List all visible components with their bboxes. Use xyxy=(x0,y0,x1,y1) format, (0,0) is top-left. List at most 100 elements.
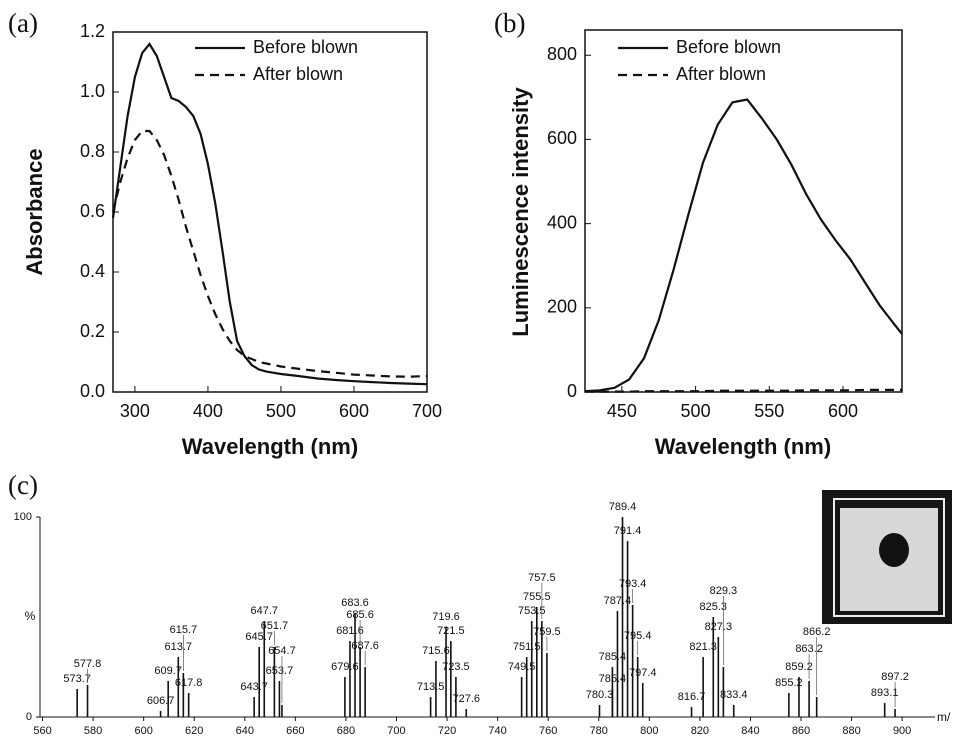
peak-label: 759.5 xyxy=(533,626,561,638)
series-line xyxy=(584,98,903,393)
peak-label: 679.6 xyxy=(331,661,359,673)
x-tick-label: 500 xyxy=(681,401,711,421)
peak-label: 825.3 xyxy=(700,601,728,613)
peak-label: 683.6 xyxy=(341,597,369,609)
series-line xyxy=(585,388,902,393)
peak-label: 793.4 xyxy=(619,578,647,590)
y-tick-label: 0.6 xyxy=(80,201,105,221)
panel-label: (c) xyxy=(8,470,38,500)
y-axis-label: Absorbance xyxy=(22,148,47,275)
plot-frame xyxy=(584,29,903,393)
x-tick-label: 600 xyxy=(339,401,369,421)
peak-label: 787.4 xyxy=(604,595,632,607)
x-axis-label: Wavelength (nm) xyxy=(655,434,831,459)
y-tick-label: 0.4 xyxy=(80,261,105,281)
legend-label: After blown xyxy=(253,64,343,84)
y-tick-label: 600 xyxy=(547,128,577,148)
y-tick-label: 1.0 xyxy=(80,81,105,101)
peak-label: 651.7 xyxy=(261,620,289,632)
peak-label: 855.2 xyxy=(775,677,803,689)
peak-label: 681.6 xyxy=(336,625,364,637)
peak-label: 749.5 xyxy=(508,661,536,673)
x-tick-label: 600 xyxy=(134,725,152,737)
peak-label: 685.6 xyxy=(346,609,374,621)
peak-label: 647.7 xyxy=(250,605,278,617)
panel-label: (a) xyxy=(8,8,38,38)
x-tick-label: 620 xyxy=(185,725,203,737)
peak-label: 797.4 xyxy=(629,667,657,679)
x-tick-label: 780 xyxy=(590,725,608,737)
peak-label: 654.7 xyxy=(268,645,296,657)
peak-label: 897.2 xyxy=(881,671,909,683)
x-tick-label: 740 xyxy=(488,725,506,737)
legend-label: Before blown xyxy=(253,37,358,57)
peak-label: 829.3 xyxy=(710,585,738,597)
legend-label: After blown xyxy=(676,64,766,84)
x-axis-label: m/ xyxy=(937,710,951,724)
peak-label: 833.4 xyxy=(720,689,748,701)
x-tick-label: 450 xyxy=(607,401,637,421)
peak-label: 753.5 xyxy=(518,605,546,617)
x-tick-label: 600 xyxy=(828,401,858,421)
x-axis-label: Wavelength (nm) xyxy=(182,434,358,459)
y-tick-label: 800 xyxy=(547,44,577,64)
peak-label: 863.2 xyxy=(795,643,823,655)
y-tick-label: 0.0 xyxy=(80,381,105,401)
x-tick-label: 880 xyxy=(842,725,860,737)
x-tick-label: 860 xyxy=(792,725,810,737)
peak-label: 606.7 xyxy=(147,695,175,707)
x-tick-label: 640 xyxy=(236,725,254,737)
plot-frame xyxy=(112,31,428,393)
x-tick-label: 300 xyxy=(120,401,150,421)
peak-label: 866.2 xyxy=(803,626,831,638)
y-tick-label: 0.2 xyxy=(80,321,105,341)
y-tick-label: 200 xyxy=(547,297,577,317)
peak-label: 713.5 xyxy=(417,681,445,693)
x-tick-label: 900 xyxy=(893,725,911,737)
series-line xyxy=(111,42,428,386)
peak-label: 751.5 xyxy=(513,641,541,653)
y-tick-label: 1.2 xyxy=(80,21,105,41)
x-tick-label: 700 xyxy=(387,725,405,737)
peak-label: 821.3 xyxy=(689,641,717,653)
peak-label: 727.6 xyxy=(452,693,480,705)
peak-label: 893.1 xyxy=(871,687,899,699)
peak-label: 615.7 xyxy=(170,624,198,636)
x-tick-label: 820 xyxy=(691,725,709,737)
peak-label: 573.7 xyxy=(63,673,91,685)
x-tick-label: 700 xyxy=(412,401,442,421)
x-tick-label: 550 xyxy=(754,401,784,421)
x-tick-label: 580 xyxy=(84,725,102,737)
panel-label: (b) xyxy=(494,8,525,38)
peak-label: 719.6 xyxy=(432,611,460,623)
y-tick-label: 400 xyxy=(547,212,577,232)
photo-frame xyxy=(833,498,945,617)
peak-label: 757.5 xyxy=(528,572,556,584)
peak-label: 859.2 xyxy=(785,661,813,673)
peak-label: 795.4 xyxy=(624,630,652,642)
inset-photo xyxy=(822,490,952,624)
peak-label: 721.5 xyxy=(437,625,465,637)
legend-label: Before blown xyxy=(676,37,781,57)
x-tick-label: 720 xyxy=(438,725,456,737)
photo-spot xyxy=(879,533,909,567)
x-tick-label: 500 xyxy=(266,401,296,421)
peak-label: 715.6 xyxy=(422,645,450,657)
peak-label: 617.8 xyxy=(175,677,203,689)
peak-label: 577.8 xyxy=(74,658,102,670)
y-tick-label: 0 xyxy=(26,711,32,723)
y-axis-label: Luminescence intensity xyxy=(508,87,533,337)
peak-label: 687.6 xyxy=(351,640,379,652)
x-tick-label: 840 xyxy=(741,725,759,737)
peak-label: 653.7 xyxy=(266,665,294,677)
x-tick-label: 400 xyxy=(193,401,223,421)
peak-label: 645.7 xyxy=(245,631,273,643)
y-tick-label: 0 xyxy=(567,381,577,401)
y-axis-label: % xyxy=(25,609,36,623)
peak-label: 789.4 xyxy=(609,501,637,513)
peak-label: 780.3 xyxy=(586,689,614,701)
y-tick-label: 0.8 xyxy=(80,141,105,161)
peak-label: 723.5 xyxy=(442,661,470,673)
peak-label: 785.4 xyxy=(599,651,627,663)
